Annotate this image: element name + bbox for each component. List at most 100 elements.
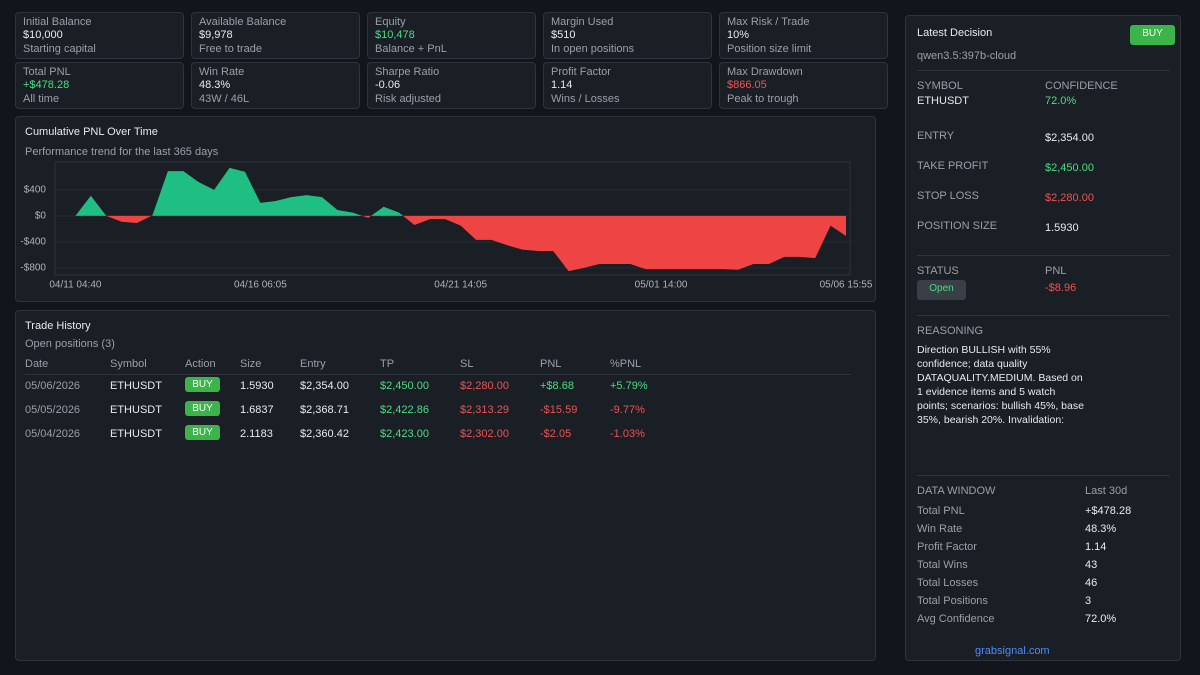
level-value: $2,354.00 — [1045, 132, 1094, 144]
level-label: ENTRY — [917, 130, 955, 142]
trades-subtitle: Open positions (3) — [25, 338, 115, 350]
field-label: SYMBOL — [917, 80, 963, 92]
window-label: Total PNL — [917, 505, 965, 517]
x-tick-label: 04/11 04:40 — [49, 280, 102, 291]
divider — [917, 70, 1170, 71]
field-value: ETHUSDT — [917, 95, 969, 107]
stat-label: Max Risk / Trade — [727, 16, 810, 28]
divider — [917, 255, 1170, 256]
x-tick-label: 04/16 06:05 — [234, 280, 287, 291]
decision-panel — [905, 15, 1181, 661]
window-label: Avg Confidence — [917, 613, 995, 625]
level-label: STOP LOSS — [917, 190, 979, 202]
stat-card — [543, 12, 712, 59]
trade-cell: ETHUSDT — [110, 380, 162, 392]
stat-sub: Position size limit — [727, 43, 812, 55]
stat-card — [719, 62, 888, 109]
window-period: Last 30d — [1085, 485, 1128, 497]
stat-value: $10,000 — [23, 29, 63, 41]
trade-cell: 2.1183 — [240, 428, 273, 440]
stat-label: Win Rate — [199, 66, 245, 78]
divider — [917, 315, 1170, 316]
stat-label: Initial Balance — [23, 16, 92, 28]
trades-title: Trade History — [25, 320, 91, 332]
stat-card — [719, 12, 888, 59]
trade-cell: $2,422.86 — [380, 404, 429, 416]
field-value: 72.0% — [1045, 95, 1077, 107]
chart-subtitle: Performance trend for the last 365 days — [25, 146, 219, 158]
trade-cell: $2,368.71 — [300, 404, 349, 416]
stat-value: $510 — [551, 29, 576, 41]
stat-value: -0.06 — [375, 79, 401, 91]
window-value: 1.14 — [1085, 541, 1107, 553]
column-header: Entry — [300, 358, 326, 370]
stat-label: Equity — [375, 16, 406, 28]
trade-cell: +$8.68 — [540, 380, 574, 392]
stat-card — [191, 12, 360, 59]
stat-label: Margin Used — [551, 16, 614, 28]
stat-sub: Free to trade — [199, 43, 262, 55]
stat-sub: Risk adjusted — [375, 93, 442, 105]
level-value: $2,450.00 — [1045, 162, 1094, 174]
action-badge: BUY — [1130, 25, 1175, 45]
column-header: SL — [460, 358, 474, 370]
level-label: TAKE PROFIT — [917, 160, 989, 172]
stat-value: +$478.28 — [23, 79, 70, 91]
trade-cell: $2,354.00 — [300, 380, 349, 392]
trade-cell: -$15.59 — [540, 404, 578, 416]
plot-frame — [54, 161, 851, 276]
y-tick-label: -$800 — [20, 262, 46, 273]
field-label: CONFIDENCE — [1045, 80, 1118, 92]
stat-value: $9,978 — [199, 29, 233, 41]
window-value: 72.0% — [1085, 613, 1117, 625]
trade-cell: 1.5930 — [240, 380, 274, 392]
window-value: 3 — [1085, 595, 1092, 607]
header-rule — [25, 374, 851, 375]
trade-cell: $2,360.42 — [300, 428, 349, 440]
y-tick-label: -$400 — [20, 237, 46, 248]
trade-cell: 05/05/2026 — [25, 404, 81, 416]
stat-label: Sharpe Ratio — [375, 66, 440, 78]
column-header: TP — [380, 358, 395, 370]
divider — [917, 475, 1170, 476]
stat-card — [191, 62, 360, 109]
status-badge: Open — [917, 280, 966, 300]
stat-card — [15, 12, 184, 59]
window-title: DATA WINDOW — [917, 485, 996, 497]
y-tick-label: $0 — [35, 211, 47, 222]
trade-cell: +5.79% — [610, 380, 648, 392]
stat-card — [367, 12, 536, 59]
field-value: -$8.96 — [1045, 282, 1077, 294]
stat-sub: Balance + PnL — [375, 43, 447, 55]
stat-label: Profit Factor — [551, 66, 611, 78]
column-header: Date — [25, 358, 49, 370]
field-label: REASONING — [917, 325, 984, 337]
action-badge: BUY — [185, 401, 220, 416]
action-badge: BUY — [185, 425, 220, 440]
trade-cell: -9.77% — [610, 404, 645, 416]
trade-cell: 05/06/2026 — [25, 380, 81, 392]
stat-label: Total PNL — [23, 66, 71, 78]
stat-value: $866.05 — [727, 79, 767, 91]
area-negative — [106, 215, 846, 272]
action-badge: BUY — [185, 377, 220, 392]
trade-cell: ETHUSDT — [110, 428, 162, 440]
column-header: PNL — [540, 358, 562, 370]
window-label: Total Positions — [917, 595, 988, 607]
stat-card — [543, 62, 712, 109]
x-tick-label: 05/01 14:00 — [635, 280, 688, 291]
stat-label: Available Balance — [199, 16, 287, 28]
level-value: 1.5930 — [1045, 222, 1079, 234]
trade-cell: 1.6837 — [240, 404, 274, 416]
stat-sub: Starting capital — [23, 43, 96, 55]
stat-label: Max Drawdown — [727, 66, 803, 78]
stat-value: $10,478 — [375, 29, 415, 41]
x-tick-label: 05/06 15:55 — [820, 280, 873, 291]
window-label: Win Rate — [917, 523, 963, 535]
trade-cell: $2,302.00 — [460, 428, 509, 440]
window-value: 46 — [1085, 577, 1098, 589]
column-header: Action — [185, 358, 216, 370]
model-name: qwen3.5:397b-cloud — [917, 50, 1017, 62]
